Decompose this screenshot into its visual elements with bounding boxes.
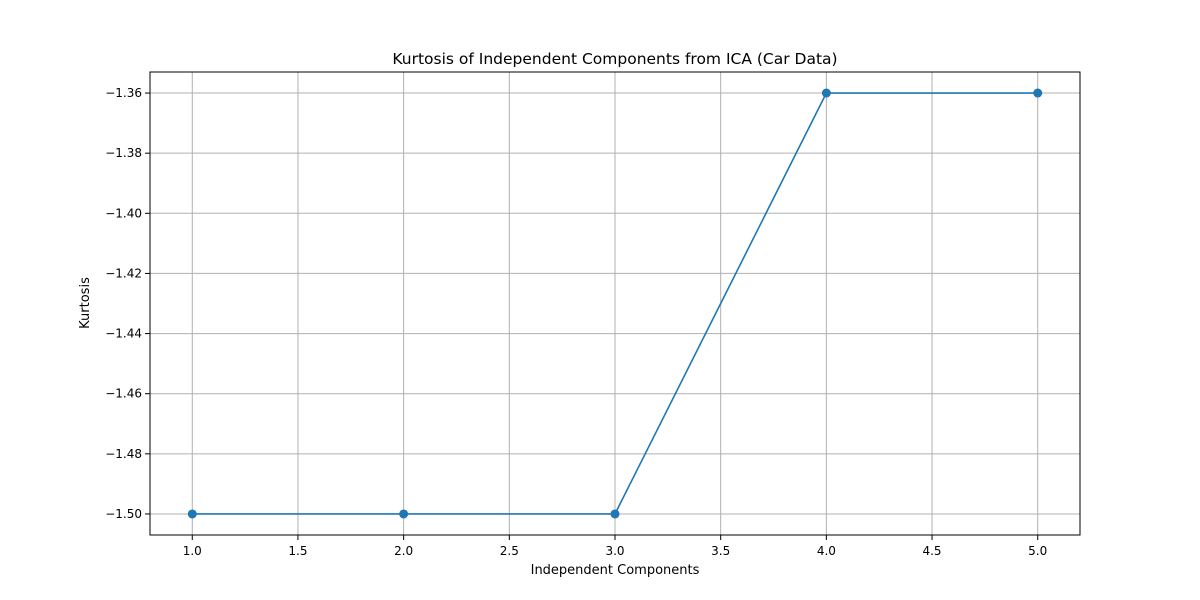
y-tick-label: −1.36 <box>105 86 142 100</box>
data-point <box>1033 88 1043 98</box>
y-tick-label: −1.42 <box>105 266 142 280</box>
x-tick-label: 4.5 <box>922 544 941 558</box>
y-tick-label: −1.38 <box>105 146 142 160</box>
y-tick-label: −1.50 <box>105 507 142 521</box>
x-axis-label: Independent Components <box>531 563 700 578</box>
x-tick-label: 3.0 <box>605 544 624 558</box>
data-point <box>610 509 620 519</box>
data-point <box>187 509 197 519</box>
x-tick-label: 1.0 <box>183 544 202 558</box>
data-point <box>821 88 831 98</box>
y-tick-label: −1.40 <box>105 206 142 220</box>
x-tick-label: 3.5 <box>711 544 730 558</box>
axis-ticks: 1.0 1.5 2.0 2.5 3.0 3.5 4.0 4.5 5.0 −1.50 −1.48 −1.… <box>105 86 1047 558</box>
grid-lines <box>150 72 1080 535</box>
y-tick-label: −1.48 <box>105 447 142 461</box>
x-tick-label: 4.0 <box>817 544 836 558</box>
x-tick-label: 1.5 <box>288 544 307 558</box>
x-tick-label: 2.5 <box>500 544 519 558</box>
y-tick-label: −1.44 <box>105 327 142 341</box>
y-axis-label: Kurtosis <box>78 277 93 329</box>
y-tick-label: −1.46 <box>105 387 142 401</box>
series-layer <box>187 88 1043 519</box>
x-tick-label: 2.0 <box>394 544 413 558</box>
x-tick-label: 5.0 <box>1028 544 1047 558</box>
data-point <box>399 509 409 519</box>
chart-title: Kurtosis of Independent Components from … <box>392 50 837 68</box>
